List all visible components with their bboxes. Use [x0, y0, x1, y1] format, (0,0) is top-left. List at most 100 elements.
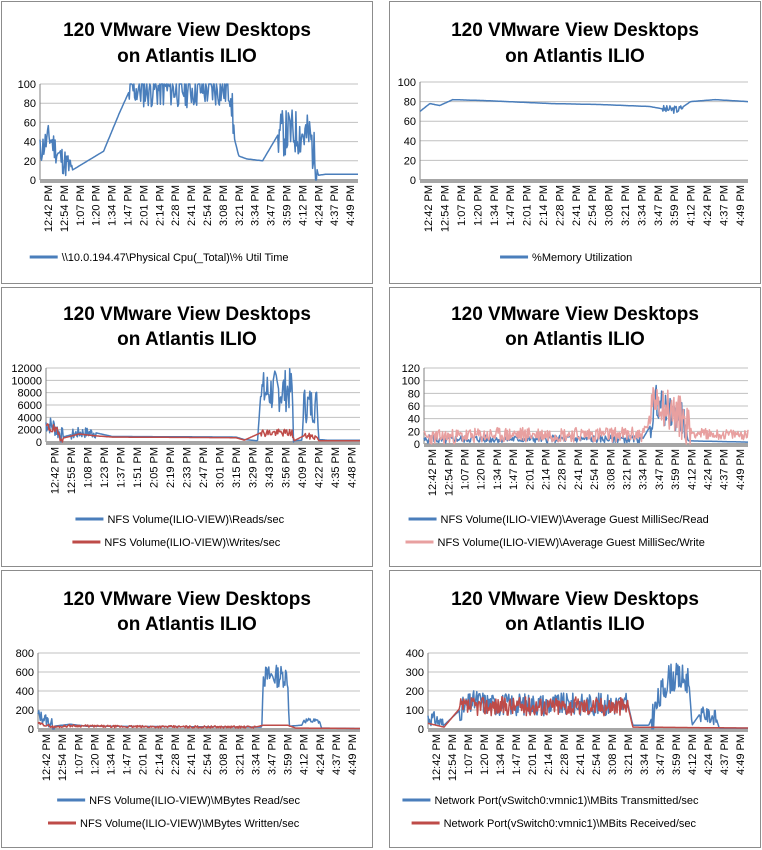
- y-tick-label: 800: [16, 648, 34, 660]
- chart-svg: 120 VMware View Desktops on Atlantis ILIO…: [11, 304, 361, 549]
- x-tick-label: 3:08 PM: [218, 734, 230, 775]
- x-tick-label: 2:41 PM: [186, 734, 198, 775]
- x-tick-label: 3:21 PM: [622, 449, 634, 490]
- x-tick-label: 2:41 PM: [571, 185, 583, 226]
- x-tick-label: 4:49 PM: [735, 734, 747, 775]
- y-tick-label: 0: [30, 175, 36, 187]
- chart-svg: 120 VMware View Desktops on Atlantis ILIO…: [402, 589, 749, 830]
- x-tick-label: 1:07 PM: [75, 185, 87, 226]
- series-line-2: [45, 423, 361, 443]
- y-tick-label: 40: [404, 136, 416, 148]
- legend-entry-1: NFS Volume(ILIO-VIEW)\MBytes Read/sec: [57, 795, 301, 807]
- legend-label: %Memory Utilization: [532, 252, 632, 264]
- x-tick-label: 1:47 PM: [508, 449, 520, 490]
- x-tick-label: 3:01 PM: [215, 447, 227, 488]
- x-tick-label: 1:20 PM: [479, 734, 491, 775]
- x-tick-label: 1:34 PM: [495, 734, 507, 775]
- y-tick-label: 8000: [18, 388, 42, 400]
- legend-entry-1: \\10.0.194.47\Physical Cpu(_Total)\% Uti…: [29, 252, 289, 264]
- chart-svg: 120 VMware View Desktops on Atlantis ILIO…: [16, 589, 360, 830]
- legend-label: Network Port(vSwitch0:vmnic1)\MBits Rece…: [444, 818, 697, 830]
- y-tick-label: 10000: [11, 375, 42, 387]
- y-tick-label: 0: [414, 439, 420, 451]
- x-tick-label: 4:49 PM: [347, 734, 359, 775]
- y-tick-label: 600: [16, 667, 34, 679]
- x-tick-label: 12:42 PM: [43, 185, 55, 232]
- x-tick-label: 12:42 PM: [41, 734, 53, 781]
- x-axis-band: [38, 728, 360, 732]
- x-tick-label: 3:47 PM: [653, 185, 665, 226]
- x-tick-label: 1:20 PM: [91, 185, 103, 226]
- x-tick-label: 4:24 PM: [702, 185, 714, 226]
- x-tick-label: 1:34 PM: [492, 449, 504, 490]
- x-tick-label: 4:22 PM: [314, 447, 326, 488]
- x-tick-label: 2:33 PM: [181, 447, 193, 488]
- y-tick-label: 120: [402, 363, 420, 375]
- x-axis-band: [46, 441, 360, 445]
- y-tick-label: 0: [36, 437, 42, 449]
- x-tick-label: 2:14 PM: [543, 734, 555, 775]
- x-tick-label: 2:54 PM: [202, 734, 214, 775]
- x-tick-label: 4:12 PM: [297, 185, 309, 226]
- x-tick-label: 4:37 PM: [331, 734, 343, 775]
- x-tick-label: 12:42 PM: [423, 185, 435, 232]
- x-tick-label: 4:12 PM: [686, 449, 698, 490]
- x-tick-label: 4:12 PM: [687, 734, 699, 775]
- x-tick-label: 2:54 PM: [589, 449, 601, 490]
- x-tick-label: 3:08 PM: [607, 734, 619, 775]
- x-tick-label: 3:21 PM: [234, 185, 246, 226]
- x-tick-label: 1:34 PM: [489, 185, 501, 226]
- chart-title-line: on Atlantis ILIO: [117, 614, 257, 635]
- chart-panel-network: 120 VMware View Desktops on Atlantis ILIO…: [389, 570, 761, 848]
- x-tick-label: 2:28 PM: [554, 185, 566, 226]
- y-tick-label: 60: [24, 117, 36, 129]
- y-tick-label: 20: [408, 426, 420, 438]
- legend-label: NFS Volume(ILIO-VIEW)\MBytes Written/sec: [80, 818, 300, 830]
- x-tick-label: 1:07 PM: [463, 734, 475, 775]
- x-tick-label: 3:34 PM: [250, 734, 262, 775]
- x-tick-label: 4:49 PM: [735, 185, 747, 226]
- y-tick-label: 40: [24, 137, 36, 149]
- chart-title-line: on Atlantis ILIO: [505, 614, 645, 635]
- x-tick-label: 3:34 PM: [639, 734, 651, 775]
- x-tick-label: 4:24 PM: [313, 185, 325, 226]
- series-line-2: [423, 386, 749, 445]
- y-tick-label: 400: [16, 686, 34, 698]
- x-axis-band: [420, 179, 748, 183]
- x-tick-label: 12:42 PM: [427, 449, 439, 496]
- x-tick-label: 12:42 PM: [431, 734, 443, 781]
- series-line-1: [419, 98, 748, 114]
- y-tick-label: 100: [402, 376, 420, 388]
- x-tick-label: 2:05 PM: [148, 447, 160, 488]
- x-tick-label: 4:49 PM: [345, 185, 357, 226]
- x-tick-label: 4:37 PM: [718, 185, 730, 226]
- y-tick-label: 0: [418, 724, 424, 736]
- chart-title-line: 120 VMware View Desktops: [451, 20, 699, 41]
- x-tick-label: 1:08 PM: [82, 447, 94, 488]
- x-tick-label: 2:14 PM: [538, 185, 550, 226]
- x-tick-label: 4:37 PM: [329, 185, 341, 226]
- x-tick-label: 2:41 PM: [575, 734, 587, 775]
- x-tick-label: 4:37 PM: [719, 734, 731, 775]
- series-line-2: [427, 696, 749, 729]
- chart-panel-nfs-iops: 120 VMware View Desktops on Atlantis ILIO…: [1, 287, 373, 567]
- y-tick-label: 2000: [18, 425, 42, 437]
- x-tick-label: 12:54 PM: [443, 449, 455, 496]
- x-tick-label: 2:47 PM: [198, 447, 210, 488]
- legend-label: NFS Volume(ILIO-VIEW)\Average Guest Mill…: [441, 514, 709, 526]
- x-tick-label: 3:47 PM: [654, 449, 666, 490]
- chart-title-line: on Atlantis ILIO: [505, 46, 645, 67]
- legend-entry-2: NFS Volume(ILIO-VIEW)\Average Guest Mill…: [405, 537, 705, 549]
- y-tick-label: 400: [406, 648, 424, 660]
- y-tick-label: 0: [410, 175, 416, 187]
- legend-label: NFS Volume(ILIO-VIEW)\Reads/sec: [107, 514, 284, 526]
- x-tick-label: 2:14 PM: [154, 734, 166, 775]
- series-line-2: [37, 721, 360, 730]
- x-tick-label: 4:12 PM: [299, 734, 311, 775]
- x-tick-label: 2:14 PM: [541, 449, 553, 490]
- x-tick-label: 12:42 PM: [49, 447, 61, 494]
- x-tick-label: 3:59 PM: [669, 185, 681, 226]
- x-tick-label: 2:41 PM: [186, 185, 198, 226]
- x-tick-label: 1:51 PM: [132, 447, 144, 488]
- x-tick-label: 3:29 PM: [248, 447, 260, 488]
